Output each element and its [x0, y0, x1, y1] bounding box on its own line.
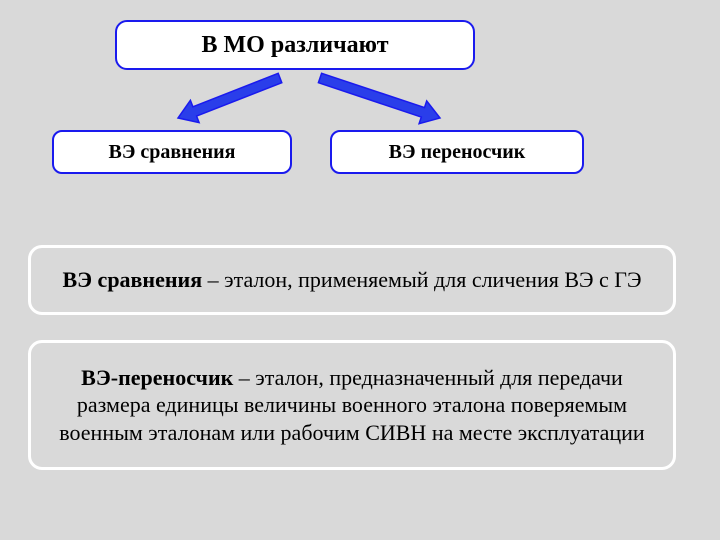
definition-text-2: ВЭ-переносчик – эталон, предназначенный …: [45, 364, 659, 447]
arrow-right: [318, 73, 440, 123]
definition-rest-1: – эталон, применяемый для сличения ВЭ с …: [202, 267, 641, 292]
definition-box-1: ВЭ сравнения – эталон, применяемый для с…: [28, 245, 676, 315]
child-box-right: ВЭ переносчик: [330, 130, 584, 174]
root-label: В МО различают: [202, 32, 389, 59]
definition-bold-1: ВЭ сравнения: [62, 267, 202, 292]
root-box: В МО различают: [115, 20, 475, 70]
definition-bold-2: ВЭ-переносчик: [81, 365, 233, 390]
child-box-left: ВЭ сравнения: [52, 130, 292, 174]
definition-box-2: ВЭ-переносчик – эталон, предназначенный …: [28, 340, 676, 470]
arrow-left: [178, 73, 282, 122]
definition-text-1: ВЭ сравнения – эталон, применяемый для с…: [62, 266, 641, 294]
child-label-right: ВЭ переносчик: [389, 141, 526, 164]
child-label-left: ВЭ сравнения: [109, 141, 236, 164]
